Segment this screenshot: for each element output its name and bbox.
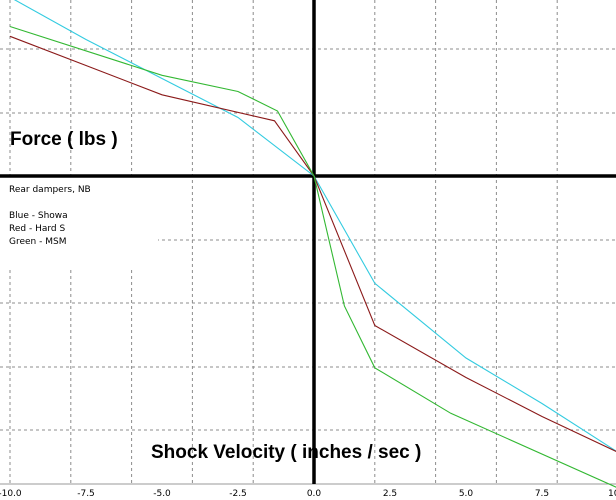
x-tick-label: 0.0	[307, 489, 322, 499]
legend-entry-showa: Blue - Showa	[9, 211, 68, 221]
x-tick-label: -10.0	[0, 489, 22, 499]
grid	[0, 0, 616, 485]
legend-entry-msm: Green - MSM	[9, 237, 66, 247]
x-tick-labels: -10.0 -7.5 -5.0 -2.5 0.0 2.5 5.0 7.5 10.0	[0, 489, 616, 499]
legend-box	[0, 180, 158, 268]
x-tick-label: 5.0	[459, 489, 474, 499]
series-lines	[9, 0, 616, 488]
series-line-msm	[9, 25, 616, 488]
x-tick-label: 10.0	[608, 489, 616, 499]
x-tick-label: 2.5	[383, 489, 397, 499]
y-axis-label: Force ( lbs )	[10, 129, 118, 150]
legend: Rear dampers, NB Blue - Showa Red - Hard…	[9, 185, 91, 247]
x-axis-label: Shock Velocity ( inches / sec )	[151, 442, 421, 463]
legend-entry-hard-s: Red - Hard S	[9, 224, 65, 234]
x-tick-label: -5.0	[153, 489, 171, 499]
x-tick-label: 7.5	[535, 489, 549, 499]
x-tick-label: -7.5	[77, 489, 95, 499]
legend-title: Rear dampers, NB	[9, 185, 91, 195]
x-tick-label: -2.5	[229, 489, 247, 499]
